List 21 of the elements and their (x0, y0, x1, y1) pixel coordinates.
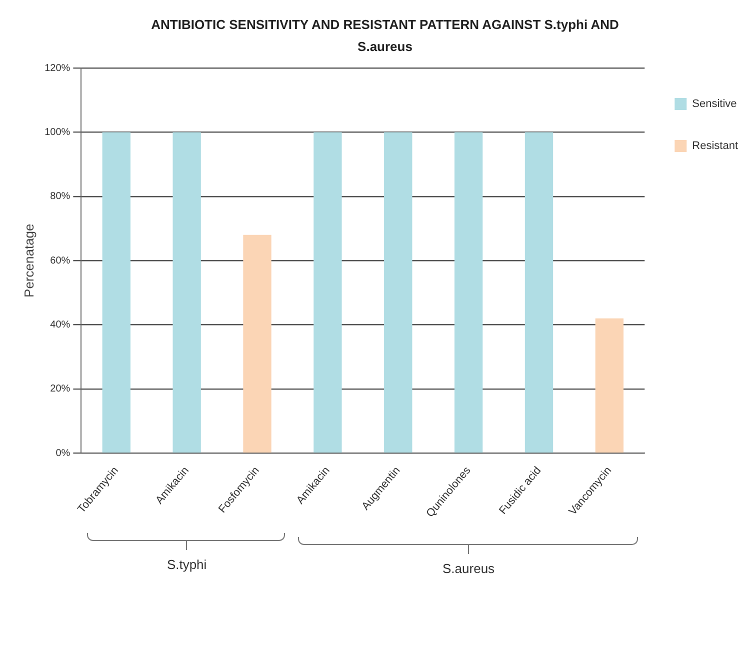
legend-label: Resistant (692, 140, 738, 152)
bar (595, 318, 624, 453)
bar (454, 132, 483, 453)
y-axis-title: Percenatage (21, 224, 36, 298)
y-tick-label: 60% (50, 255, 70, 266)
y-tick-label: 0% (56, 448, 70, 459)
bar (384, 132, 412, 453)
bar (172, 132, 201, 453)
bar (102, 132, 130, 453)
text: S.aureus (442, 561, 496, 576)
bar (243, 234, 272, 453)
y-tick-label: 40% (50, 320, 70, 331)
text: S.typhi (166, 557, 208, 572)
y-tick-label: 80% (50, 191, 70, 202)
legend-label: Sensitive (692, 98, 737, 110)
chart-title: ANTIBIOTIC SENSITIVITY AND RESISTANT PATTERN AGAINST S.typhi AND S.aureus (150, 16, 620, 56)
bar (524, 132, 554, 453)
y-tick-label: 120% (44, 62, 70, 74)
y-tick-label: 100% (44, 126, 70, 138)
bar (314, 132, 342, 453)
y-tick-label: 20% (50, 384, 70, 395)
